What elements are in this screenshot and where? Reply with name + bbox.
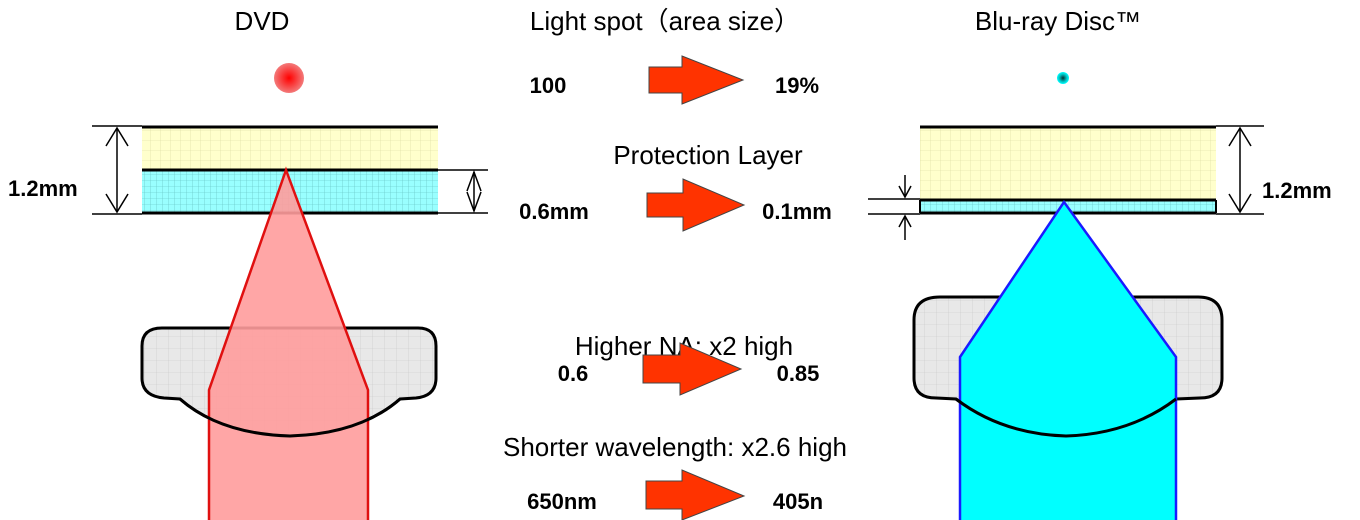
dvd-laser-beam bbox=[209, 170, 368, 520]
bluray-thickness-label: 1.2mm bbox=[1262, 178, 1332, 203]
comparison-column: Light spot（area size） 100 19% Protection… bbox=[503, 6, 847, 520]
wavelength-from-value: 650nm bbox=[527, 489, 597, 514]
protection-layer-label: Protection Layer bbox=[613, 140, 803, 170]
wavelength-to-value: 405n bbox=[773, 489, 823, 514]
spot-from-value: 100 bbox=[530, 73, 567, 98]
wavelength-arrow bbox=[645, 469, 746, 520]
na-from-value: 0.6 bbox=[558, 361, 589, 386]
protection-arrow bbox=[646, 178, 746, 232]
bluray-title: Blu-ray Disc™ bbox=[975, 6, 1141, 36]
spot-label: Light spot（area size） bbox=[530, 6, 800, 36]
na-to-value: 0.85 bbox=[777, 361, 820, 386]
wavelength-label: Shorter wavelength: x2.6 high bbox=[503, 432, 847, 462]
spot-to-value: 19% bbox=[775, 73, 819, 98]
bluray-light-spot bbox=[1057, 72, 1069, 84]
dvd-thickness-label: 1.2mm bbox=[8, 176, 78, 201]
na-arrow bbox=[642, 342, 743, 396]
dvd-title: DVD bbox=[235, 6, 290, 36]
bluray-substrate-layer bbox=[920, 128, 1216, 200]
dvd-light-spot bbox=[274, 63, 304, 93]
protection-to-value: 0.1mm bbox=[762, 199, 832, 224]
dvd-substrate-layer bbox=[142, 128, 438, 171]
bluray-laser-beam bbox=[960, 202, 1176, 520]
spot-arrow bbox=[648, 55, 745, 105]
protection-from-value: 0.6mm bbox=[519, 199, 589, 224]
bluray-panel: Blu-ray Disc™ 1.2mm bbox=[868, 6, 1332, 520]
dvd-panel: DVD 1.2mm bbox=[8, 6, 488, 520]
